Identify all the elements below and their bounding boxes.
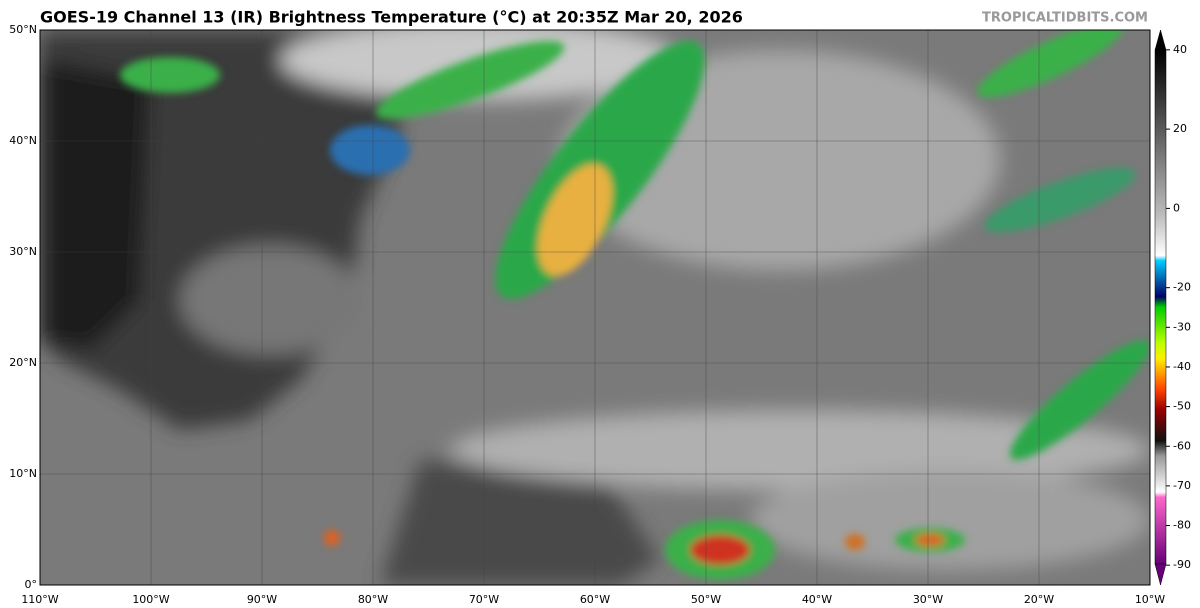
- lon-label: 10°W: [1135, 593, 1165, 606]
- lat-label: 30°N: [9, 245, 37, 258]
- lon-label: 50°W: [691, 593, 721, 606]
- lon-label: 100°W: [132, 593, 169, 606]
- lon-label: 90°W: [247, 593, 277, 606]
- site-name: TROPICALTIDBITS.COM: [982, 11, 1148, 26]
- colorbar-tick-label: 0: [1173, 201, 1180, 214]
- colorbar-arrow: [1154, 563, 1167, 586]
- colorbar-tick-label: -90: [1173, 558, 1191, 571]
- colorbar-tick-label: -40: [1173, 360, 1191, 373]
- lat-label: 10°N: [9, 467, 37, 480]
- lon-label: 30°W: [913, 593, 943, 606]
- lon-label: 40°W: [802, 593, 832, 606]
- lon-label: 20°W: [1024, 593, 1054, 606]
- colorbar-tick-label: -70: [1173, 479, 1191, 492]
- colorbar-tick-label: -60: [1173, 439, 1191, 452]
- title: GOES-19 Channel 13 (IR) Brightness Tempe…: [40, 8, 743, 27]
- colorbar-tick-label: -30: [1173, 320, 1191, 333]
- lon-label: 110°W: [21, 593, 58, 606]
- colorbar-tick-label: 40: [1173, 43, 1187, 56]
- colorbar-tick-label: -20: [1173, 281, 1191, 294]
- colorbar-bar: [1154, 49, 1167, 565]
- lon-label: 80°W: [358, 593, 388, 606]
- map-frame: [39, 29, 1151, 586]
- satellite-image: [40, 30, 1150, 585]
- colorbar-tick-label: 20: [1173, 122, 1187, 135]
- lat-label: 0°: [25, 578, 38, 591]
- colorbar-tick-label: -80: [1173, 519, 1191, 532]
- lat-label: 40°N: [9, 134, 37, 147]
- colorbar: [1154, 29, 1167, 586]
- lat-label: 50°N: [9, 23, 37, 36]
- lon-label: 60°W: [580, 593, 610, 606]
- lat-label: 20°N: [9, 356, 37, 369]
- lon-label: 70°W: [469, 593, 499, 606]
- graticule: [40, 30, 1150, 585]
- colorbar-arrow: [1154, 29, 1167, 51]
- colorbar-tick-label: -50: [1173, 400, 1191, 413]
